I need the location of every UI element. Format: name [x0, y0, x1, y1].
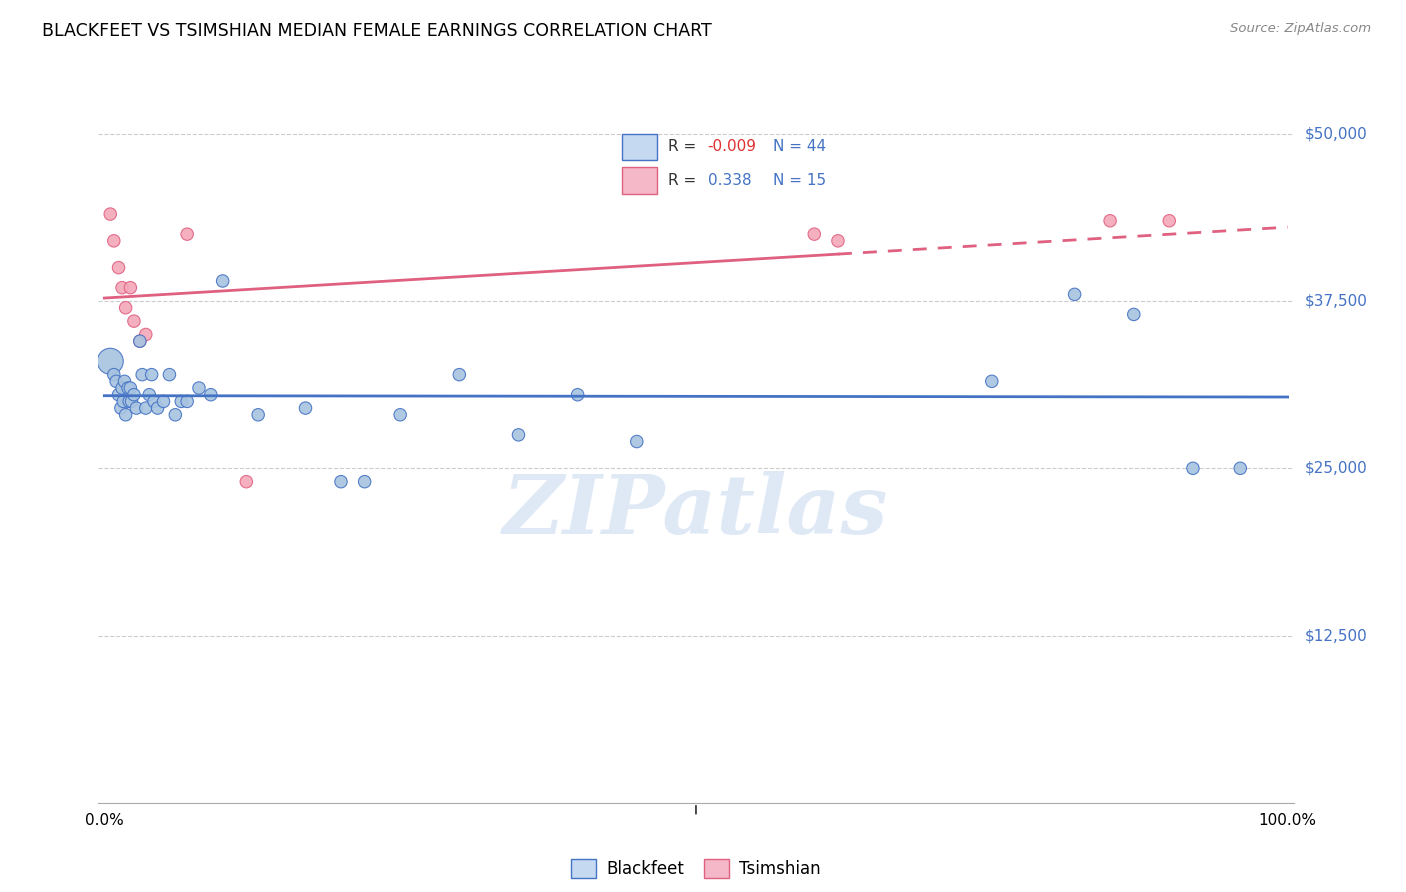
Point: [294, 401, 316, 416]
Point: [135, 327, 157, 342]
Point: [980, 375, 1002, 389]
Point: [135, 401, 157, 416]
Point: [165, 408, 187, 422]
Text: Source: ZipAtlas.com: Source: ZipAtlas.com: [1230, 22, 1371, 36]
Point: [122, 387, 145, 401]
Point: [98, 354, 121, 368]
Legend: Blackfeet, Tsimshian: Blackfeet, Tsimshian: [565, 853, 827, 885]
Point: [103, 234, 125, 248]
Text: N = 44: N = 44: [773, 139, 827, 154]
Point: [121, 394, 143, 409]
Point: [211, 274, 233, 288]
Point: [449, 368, 471, 382]
Point: [138, 387, 160, 401]
Text: -0.009: -0.009: [707, 139, 756, 154]
Text: $50,000: $50,000: [1305, 127, 1368, 141]
Point: [117, 381, 139, 395]
Text: $25,000: $25,000: [1305, 461, 1368, 475]
Point: [176, 394, 198, 409]
Text: R =: R =: [668, 139, 696, 154]
Point: [1159, 213, 1181, 227]
Point: [141, 368, 163, 382]
Point: [120, 280, 142, 294]
Point: [107, 387, 129, 401]
Point: [122, 314, 145, 328]
Point: [146, 401, 169, 416]
Point: [1181, 461, 1204, 475]
Point: [626, 434, 648, 449]
Point: [128, 334, 150, 349]
Point: [131, 368, 153, 382]
Point: [1122, 307, 1144, 321]
Point: [152, 394, 174, 409]
Point: [235, 475, 257, 489]
Point: [188, 381, 211, 395]
Point: [353, 475, 375, 489]
Bar: [623, 134, 658, 160]
Point: [170, 394, 193, 409]
Point: [827, 234, 849, 248]
Text: 0.338: 0.338: [707, 173, 751, 188]
Point: [128, 334, 150, 349]
Text: N = 15: N = 15: [773, 173, 827, 188]
Point: [125, 401, 148, 416]
Point: [103, 368, 125, 382]
Text: R =: R =: [668, 173, 696, 188]
Point: [157, 368, 180, 382]
Point: [111, 280, 134, 294]
Point: [112, 394, 135, 409]
Point: [176, 227, 198, 241]
Point: [114, 301, 136, 315]
Point: [98, 207, 121, 221]
Point: [114, 375, 136, 389]
Point: [143, 394, 166, 409]
Point: [1229, 461, 1251, 475]
Point: [114, 408, 136, 422]
Point: [107, 260, 129, 275]
Text: ZIPatlas: ZIPatlas: [503, 471, 889, 550]
Point: [567, 387, 589, 401]
Point: [247, 408, 270, 422]
Point: [330, 475, 353, 489]
Point: [508, 428, 530, 442]
Text: $37,500: $37,500: [1305, 293, 1368, 309]
Point: [803, 227, 825, 241]
Point: [389, 408, 412, 422]
Point: [1063, 287, 1085, 301]
Point: [111, 381, 134, 395]
Bar: [623, 168, 658, 194]
Point: [1099, 213, 1122, 227]
Text: BLACKFEET VS TSIMSHIAN MEDIAN FEMALE EARNINGS CORRELATION CHART: BLACKFEET VS TSIMSHIAN MEDIAN FEMALE EAR…: [42, 22, 711, 40]
Point: [110, 401, 132, 416]
Point: [105, 375, 128, 389]
Point: [120, 381, 142, 395]
Point: [200, 387, 222, 401]
Text: $12,500: $12,500: [1305, 628, 1368, 643]
Point: [118, 394, 141, 409]
